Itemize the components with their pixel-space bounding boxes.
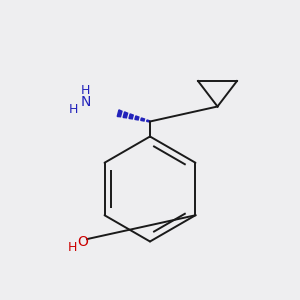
Text: H: H bbox=[69, 103, 78, 116]
Polygon shape bbox=[135, 116, 139, 120]
Text: H: H bbox=[81, 84, 90, 97]
Text: H: H bbox=[67, 241, 77, 254]
Polygon shape bbox=[147, 120, 150, 122]
Polygon shape bbox=[129, 114, 133, 119]
Text: N: N bbox=[80, 95, 91, 109]
Polygon shape bbox=[117, 110, 122, 117]
Polygon shape bbox=[141, 118, 145, 121]
Polygon shape bbox=[123, 112, 127, 118]
Text: O: O bbox=[78, 235, 88, 248]
